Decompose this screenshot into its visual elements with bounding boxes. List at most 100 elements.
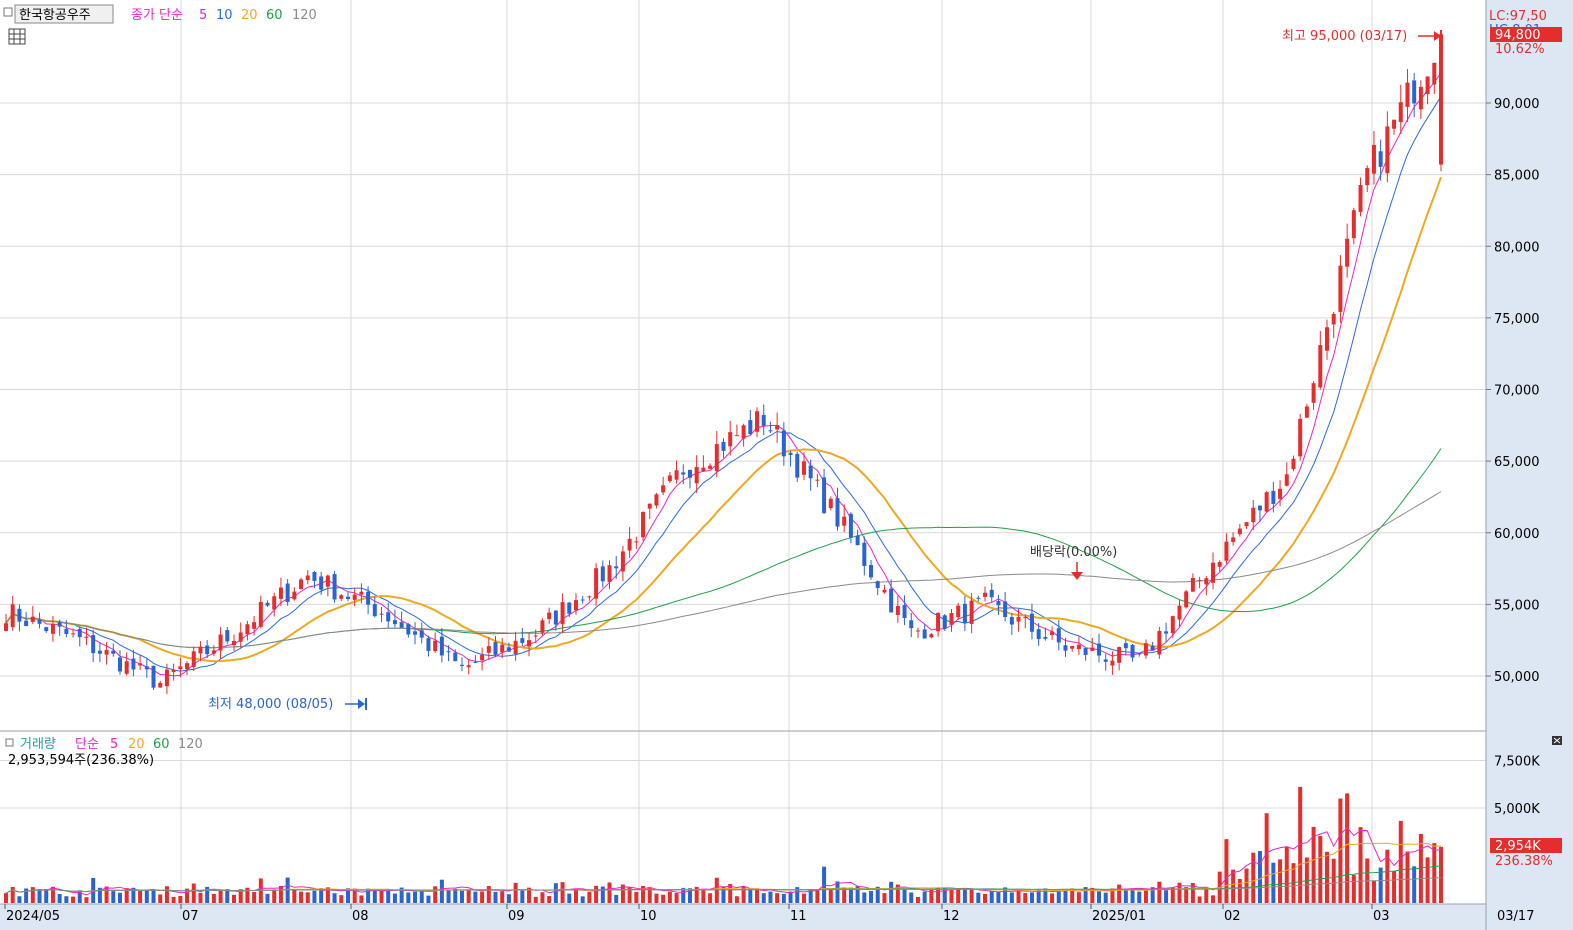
- volume-bar: [1103, 892, 1108, 903]
- candle-body: [486, 646, 491, 653]
- candle-body: [1291, 458, 1296, 470]
- volume-bar: [1123, 888, 1128, 903]
- candle-body: [1365, 168, 1370, 186]
- volume-bar: [64, 896, 69, 903]
- candle-body: [909, 620, 914, 629]
- volume-bar: [37, 889, 42, 903]
- volume-bar: [1137, 891, 1142, 903]
- candle-body: [1063, 645, 1068, 651]
- candle-body: [895, 605, 900, 615]
- volume-bar: [1110, 888, 1115, 903]
- volume-ma-label: 단순: [75, 737, 99, 752]
- volume-bar: [238, 889, 243, 903]
- volume-bar: [386, 888, 391, 903]
- volume-bar: [1224, 839, 1229, 903]
- candle-body: [131, 658, 136, 670]
- candle-body: [962, 603, 967, 624]
- candle-body: [842, 516, 847, 526]
- volume-bar: [1050, 893, 1055, 903]
- candle-body: [520, 638, 525, 643]
- candle-body: [587, 596, 592, 598]
- volume-bar: [30, 887, 35, 903]
- candle-body: [755, 411, 760, 432]
- volume-bar: [869, 890, 874, 903]
- candle-body: [1237, 528, 1242, 535]
- volume-bar: [1143, 890, 1148, 903]
- volume-bar: [573, 888, 578, 903]
- candle-body: [37, 619, 42, 624]
- volume-bar: [151, 889, 156, 903]
- volume-bar: [392, 893, 397, 903]
- volume-bar: [842, 887, 847, 903]
- candle-body: [828, 498, 833, 509]
- current-volume: 2,953,594주(236.38%): [8, 753, 154, 768]
- candle-body: [701, 467, 706, 472]
- volume-bar: [1190, 883, 1195, 903]
- candle-body: [1137, 653, 1142, 655]
- candle-body: [245, 624, 250, 635]
- volume-bar: [520, 890, 525, 903]
- candle-body: [781, 430, 786, 457]
- stock-name-box[interactable]: [14, 4, 114, 24]
- volume-bar: [909, 892, 914, 903]
- volume-title: 거래량: [20, 737, 56, 752]
- volume-bar: [10, 886, 15, 903]
- candle-body: [775, 425, 780, 430]
- candle-body: [708, 465, 713, 469]
- volume-bar: [50, 886, 55, 903]
- volume-bar: [627, 887, 632, 903]
- candle-body: [1284, 474, 1289, 486]
- volume-bar: [620, 884, 625, 903]
- candle-body: [292, 591, 297, 600]
- candle-body: [178, 666, 183, 670]
- table-icon[interactable]: [8, 28, 26, 45]
- volume-bar: [547, 896, 552, 903]
- volume-bar: [942, 887, 947, 903]
- stock-name[interactable]: 한국항공우주: [19, 8, 91, 23]
- candle-body: [862, 542, 867, 566]
- candle-body: [1197, 580, 1202, 582]
- candle-body: [205, 645, 210, 655]
- volume-bar: [634, 891, 639, 903]
- volume-bar: [513, 882, 518, 903]
- volume-bar: [325, 887, 330, 903]
- volume-ma-20: 20: [128, 737, 145, 752]
- volume-collapse-icon[interactable]: [5, 738, 14, 747]
- volume-bar: [1244, 868, 1249, 903]
- volume-bar: [808, 889, 813, 903]
- candle-body: [855, 535, 860, 546]
- candle-body: [339, 595, 344, 599]
- candle-body: [1123, 643, 1128, 649]
- volume-bar: [1097, 891, 1102, 903]
- candle-body: [768, 430, 773, 432]
- volume-bar: [312, 890, 317, 903]
- collapse-icon[interactable]: [3, 7, 13, 17]
- volume-close-icon[interactable]: [1552, 736, 1562, 745]
- volume-bar: [748, 889, 753, 903]
- candle-body: [332, 574, 337, 600]
- volume-bar: [828, 888, 833, 903]
- volume-ma-5: 5: [110, 737, 118, 752]
- candle-body: [1050, 631, 1055, 636]
- candle-body: [1398, 102, 1403, 123]
- candle-body: [1385, 126, 1390, 174]
- volume-bar: [855, 886, 860, 903]
- candle-body: [352, 594, 357, 600]
- candle-body: [627, 538, 632, 551]
- volume-bar: [788, 891, 793, 903]
- volume-bar: [822, 866, 827, 903]
- volume-bar: [949, 890, 954, 903]
- candle-body: [1304, 406, 1309, 418]
- candle-body: [500, 644, 505, 653]
- last-price-label: 94,800: [1495, 28, 1541, 43]
- volume-bar: [191, 883, 196, 903]
- volume-bar: [694, 886, 699, 903]
- candle-body: [1311, 383, 1316, 403]
- candle-body: [547, 612, 552, 620]
- volume-bar: [178, 896, 183, 903]
- volume-bar: [1392, 871, 1397, 903]
- volume-bar: [319, 888, 324, 903]
- candle-body: [936, 612, 941, 632]
- volume-bar: [1412, 866, 1417, 903]
